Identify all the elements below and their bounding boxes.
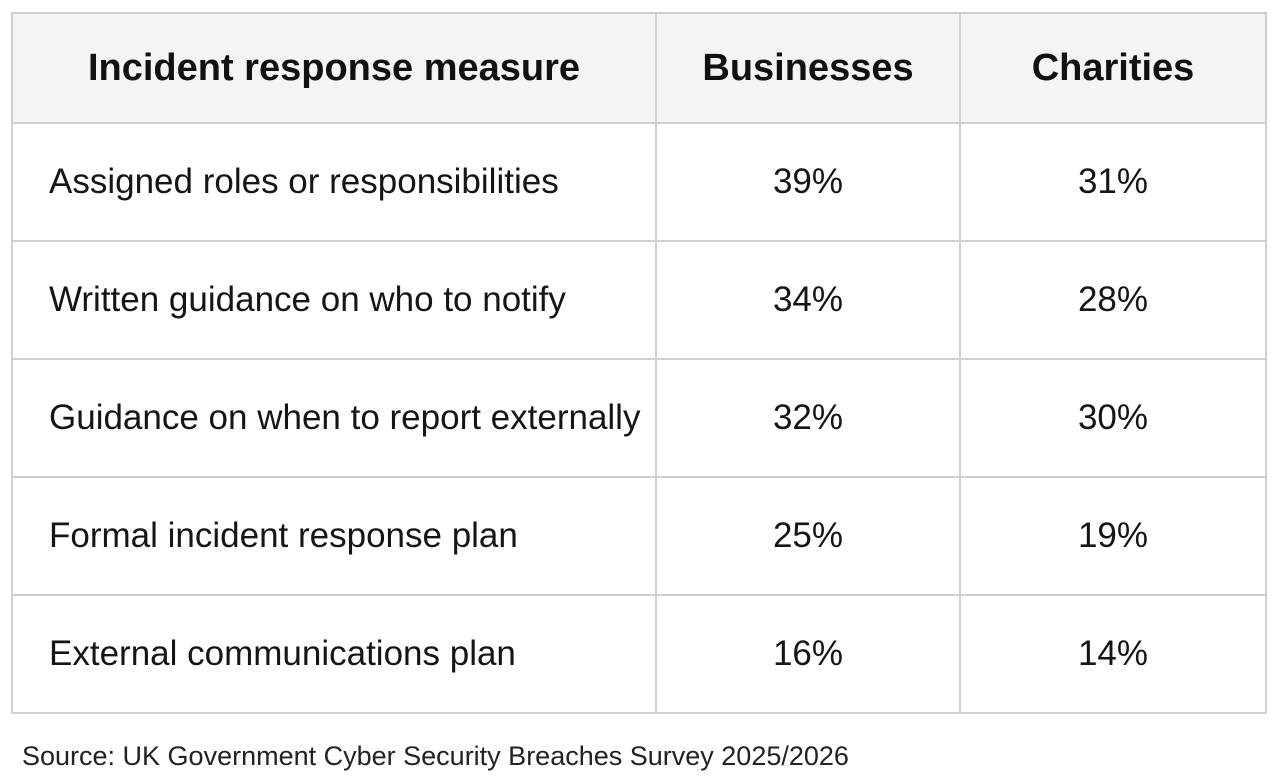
businesses-cell: 16%: [655, 594, 961, 714]
charities-cell: 28%: [959, 240, 1267, 360]
table-body: Assigned roles or responsibilities 39% 3…: [11, 122, 1267, 714]
businesses-cell: 25%: [655, 476, 961, 596]
measure-cell: Assigned roles or responsibilities: [11, 122, 657, 242]
column-header-charities: Charities: [959, 12, 1267, 124]
charities-cell: 19%: [959, 476, 1267, 596]
table-row: Guidance on when to report externally 32…: [11, 358, 1267, 478]
column-header-businesses: Businesses: [655, 12, 961, 124]
table-header: Incident response measure Businesses Cha…: [11, 12, 1267, 124]
table-row: External communications plan 16% 14%: [11, 594, 1267, 714]
measure-cell: External communications plan: [11, 594, 657, 714]
table-row: Assigned roles or responsibilities 39% 3…: [11, 122, 1267, 242]
businesses-cell: 34%: [655, 240, 961, 360]
businesses-cell: 32%: [655, 358, 961, 478]
charities-cell: 31%: [959, 122, 1267, 242]
column-header-measure: Incident response measure: [11, 12, 657, 124]
measure-cell: Formal incident response plan: [11, 476, 657, 596]
measure-cell: Guidance on when to report externally: [11, 358, 657, 478]
charities-cell: 14%: [959, 594, 1267, 714]
charities-cell: 30%: [959, 358, 1267, 478]
incident-response-table: Incident response measure Businesses Cha…: [11, 12, 1267, 714]
measure-cell: Written guidance on who to notify: [11, 240, 657, 360]
businesses-cell: 39%: [655, 122, 961, 242]
header-row: Incident response measure Businesses Cha…: [11, 12, 1267, 124]
table-row: Formal incident response plan 25% 19%: [11, 476, 1267, 596]
incident-response-table-container: Incident response measure Businesses Cha…: [11, 12, 1267, 714]
table-row: Written guidance on who to notify 34% 28…: [11, 240, 1267, 360]
source-note: Source: UK Government Cyber Security Bre…: [22, 741, 849, 771]
